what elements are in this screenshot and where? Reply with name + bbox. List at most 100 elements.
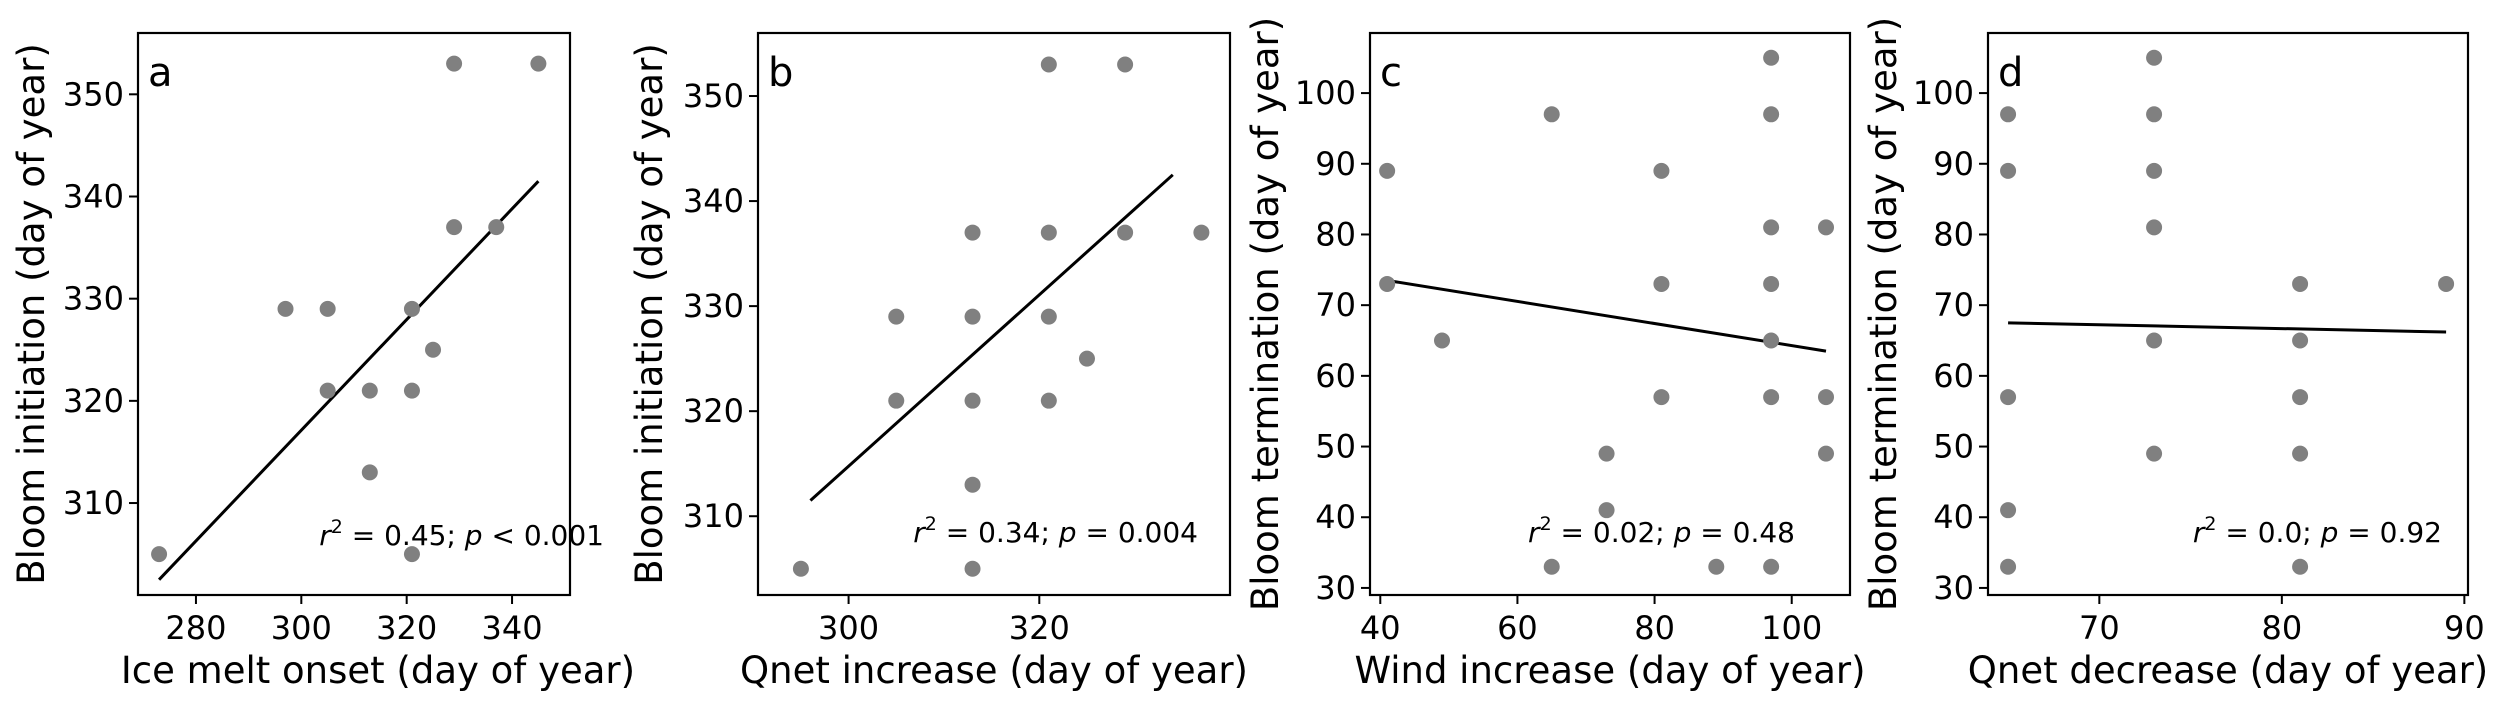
panel-d-frame xyxy=(1986,31,2470,597)
panel-c-xtick-label: 40 xyxy=(1360,609,1401,647)
panel-d: 70 80 90 30 40 50 60 70 80 90 100 d r2 = 0.0; p =… xyxy=(1862,17,2488,692)
panel-d-data-point xyxy=(2292,445,2309,462)
panel-d-data-point xyxy=(2000,558,2017,575)
panel-c-data-point xyxy=(1818,445,1834,462)
panel-a-xtick-label: 320 xyxy=(376,609,437,647)
panel-b-data-point xyxy=(964,392,981,409)
panel-a-data-point xyxy=(277,300,294,317)
panel-d-ytick-label: 60 xyxy=(1933,357,1974,395)
panel-a-ytick-label: 330 xyxy=(63,280,124,318)
panel-c-data-point xyxy=(1708,558,1725,575)
panel-c-data-point xyxy=(1543,558,1560,575)
panel-b-data-point xyxy=(1078,350,1095,367)
panel-c-ytick-label: 70 xyxy=(1315,286,1356,324)
panel-c-xtick-label: 80 xyxy=(1634,609,1675,647)
panel-d-xtick-label: 70 xyxy=(2079,609,2120,647)
panel-c-data-point xyxy=(1763,275,1780,292)
panel-a: 280 300 320 340 310 320 330 340 350 a r2 = 0.45… xyxy=(10,31,635,692)
panel-d-ytick-label: 50 xyxy=(1933,428,1974,466)
panel-c-fit-line xyxy=(1386,278,1827,353)
panel-a-data-point xyxy=(151,546,168,563)
panel-d-data-point xyxy=(2146,445,2163,462)
panel-d-data-point xyxy=(2146,106,2163,123)
panel-c-ytick-label: 50 xyxy=(1315,428,1356,466)
panel-a-ytick-label: 350 xyxy=(63,75,124,113)
panel-d-data-point xyxy=(2292,275,2309,292)
panel-c-data-point xyxy=(1763,219,1780,236)
panel-c-ytick-label: 60 xyxy=(1315,357,1356,395)
panel-c-data-point xyxy=(1818,219,1834,236)
panel-a-data-point xyxy=(488,219,505,236)
panel-c-ytick-label: 100 xyxy=(1295,74,1356,112)
panel-a-data-point xyxy=(319,382,336,399)
panel-d-data-point xyxy=(2146,219,2163,236)
panel-c-points-layer xyxy=(1379,49,1834,575)
panel-d-fit-layer xyxy=(2008,321,2447,334)
panel-a-fit-line xyxy=(157,180,540,581)
panel-c-data-point xyxy=(1379,162,1396,179)
panel-d-data-point xyxy=(2146,49,2163,66)
panel-d-fit-line xyxy=(2008,321,2447,334)
panel-d-ytick-label: 100 xyxy=(1913,74,1974,112)
panel-b-data-point xyxy=(964,476,981,493)
panel-d-ylabel: Bloom termination (day of year) xyxy=(1862,17,1905,611)
panel-c-xlabel: Wind increase (day of year) xyxy=(1354,649,1865,692)
panel-b-ytick-label: 320 xyxy=(683,392,744,430)
panel-c-data-point xyxy=(1763,389,1780,406)
panel-c-xticks: 40 60 80 100 xyxy=(1360,595,1822,647)
panel-d-ytick-label: 30 xyxy=(1933,569,1974,607)
panel-b-ytick-label: 330 xyxy=(683,287,744,325)
panel-b-points-layer xyxy=(792,56,1210,577)
panel-a-xlabel: Ice melt onset (day of year) xyxy=(121,649,635,692)
panel-c-frame xyxy=(1368,31,1852,597)
panel-b-data-point xyxy=(1117,56,1134,73)
panel-c-data-point xyxy=(1763,558,1780,575)
panel-b-data-point xyxy=(1040,224,1057,241)
panel-d-points-layer xyxy=(2000,49,2455,575)
panel-b-ytick-label: 350 xyxy=(683,77,744,115)
panel-d-ytick-label: 90 xyxy=(1933,145,1974,183)
panel-c-data-point xyxy=(1763,49,1780,66)
panel-a-data-point xyxy=(446,55,463,72)
panel-b-ytick-label: 310 xyxy=(683,497,744,535)
panel-c-ytick-label: 40 xyxy=(1315,498,1356,536)
panel-a-data-point xyxy=(403,382,420,399)
panel-b-fit-layer xyxy=(809,173,1174,502)
panel-d-letter: d xyxy=(1998,50,2023,96)
panel-c-xtick-label: 100 xyxy=(1761,609,1822,647)
panel-b-data-point xyxy=(964,308,981,325)
panel-c-yticks: 30 40 50 60 70 80 90 100 xyxy=(1295,74,1370,607)
panel-c-data-point xyxy=(1379,275,1396,292)
panel-c-ytick-label: 30 xyxy=(1315,569,1356,607)
panel-c-data-point xyxy=(1434,332,1450,349)
panel-b-data-point xyxy=(888,308,905,325)
panel-c-data-point xyxy=(1818,389,1834,406)
panel-b-xtick-label: 300 xyxy=(818,609,879,647)
panel-c-letter: c xyxy=(1380,50,1402,96)
panel-b-xtick-label: 320 xyxy=(1009,609,1070,647)
panel-c-data-point xyxy=(1543,106,1560,123)
panel-b-data-point xyxy=(1117,224,1134,241)
panel-b-ylabel: Bloom initiation (day of year) xyxy=(628,43,671,585)
panel-b-xlabel: Qnet increase (day of year) xyxy=(740,649,1248,692)
panel-a-data-point xyxy=(361,382,378,399)
panel-d-data-point xyxy=(2000,389,2017,406)
panel-a-xtick-label: 300 xyxy=(271,609,332,647)
panel-b-fit-line xyxy=(809,173,1174,502)
panel-c-data-point xyxy=(1653,162,1670,179)
panel-a-points-layer xyxy=(151,55,547,563)
panel-b-data-point xyxy=(1040,56,1057,73)
panel-d-xticks: 70 80 90 xyxy=(2079,595,2485,647)
panel-d-ytick-label: 40 xyxy=(1933,498,1974,536)
panel-c-data-point xyxy=(1763,332,1780,349)
panel-d-xlabel: Qnet decrease (day of year) xyxy=(1968,649,2489,692)
panel-b-frame xyxy=(756,31,1232,597)
panel-a-data-point xyxy=(446,219,463,236)
panel-b: 300 320 310 320 330 340 350 b r2 = 0.34; p = … xyxy=(628,31,1248,692)
panel-d-data-point xyxy=(2292,389,2309,406)
panel-a-ytick-label: 340 xyxy=(63,177,124,215)
panel-a-stat-annotation: r2 = 0.45; p < 0.001 xyxy=(319,516,604,552)
panel-a-frame xyxy=(136,31,572,597)
panel-c-data-point xyxy=(1653,275,1670,292)
panel-c-ytick-label: 90 xyxy=(1315,145,1356,183)
